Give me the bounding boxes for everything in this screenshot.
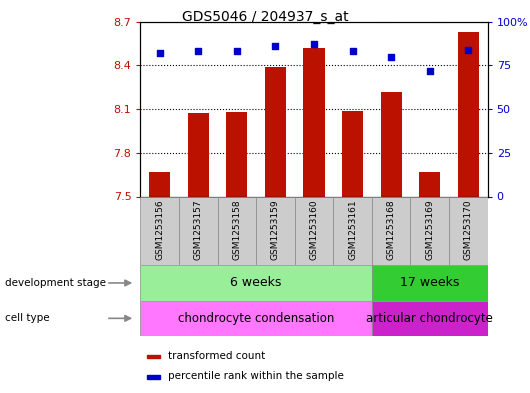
Text: articular chondrocyte: articular chondrocyte — [366, 312, 493, 325]
Point — [426, 68, 434, 74]
Point — [155, 50, 164, 56]
Text: GSM1253158: GSM1253158 — [232, 199, 241, 260]
Text: GSM1253160: GSM1253160 — [310, 199, 319, 260]
Point — [271, 43, 280, 49]
Text: GSM1253168: GSM1253168 — [387, 199, 396, 260]
FancyBboxPatch shape — [410, 196, 449, 265]
Point — [464, 46, 473, 53]
FancyBboxPatch shape — [140, 196, 179, 265]
FancyBboxPatch shape — [295, 196, 333, 265]
Bar — [147, 355, 160, 358]
Bar — [381, 92, 402, 196]
Text: GSM1253157: GSM1253157 — [194, 199, 203, 260]
Text: transformed count: transformed count — [168, 351, 266, 361]
Text: GSM1253159: GSM1253159 — [271, 199, 280, 260]
Point — [310, 41, 318, 48]
FancyBboxPatch shape — [333, 196, 372, 265]
FancyBboxPatch shape — [449, 196, 488, 265]
Point — [233, 48, 241, 55]
Text: chondrocyte condensation: chondrocyte condensation — [178, 312, 334, 325]
Point — [194, 48, 202, 55]
Text: GSM1253169: GSM1253169 — [425, 199, 434, 260]
Text: cell type: cell type — [5, 313, 50, 323]
FancyBboxPatch shape — [372, 265, 488, 301]
Bar — [149, 172, 170, 196]
Bar — [342, 110, 363, 196]
Bar — [226, 112, 248, 196]
FancyBboxPatch shape — [179, 196, 218, 265]
FancyBboxPatch shape — [140, 265, 372, 301]
FancyBboxPatch shape — [256, 196, 295, 265]
FancyBboxPatch shape — [372, 301, 488, 336]
Text: 17 weeks: 17 weeks — [400, 276, 460, 290]
Bar — [458, 32, 479, 196]
Text: GSM1253170: GSM1253170 — [464, 199, 473, 260]
Bar — [419, 172, 440, 196]
Point — [348, 48, 357, 55]
FancyBboxPatch shape — [218, 196, 256, 265]
FancyBboxPatch shape — [372, 196, 410, 265]
Text: GSM1253161: GSM1253161 — [348, 199, 357, 260]
Text: GDS5046 / 204937_s_at: GDS5046 / 204937_s_at — [182, 10, 348, 24]
Text: development stage: development stage — [5, 278, 107, 288]
Bar — [147, 375, 160, 379]
Point — [387, 53, 395, 60]
Bar — [188, 114, 209, 196]
Bar — [303, 48, 325, 196]
Bar — [265, 67, 286, 196]
FancyBboxPatch shape — [140, 301, 372, 336]
Text: percentile rank within the sample: percentile rank within the sample — [168, 371, 344, 381]
Text: 6 weeks: 6 weeks — [231, 276, 282, 290]
Text: GSM1253156: GSM1253156 — [155, 199, 164, 260]
